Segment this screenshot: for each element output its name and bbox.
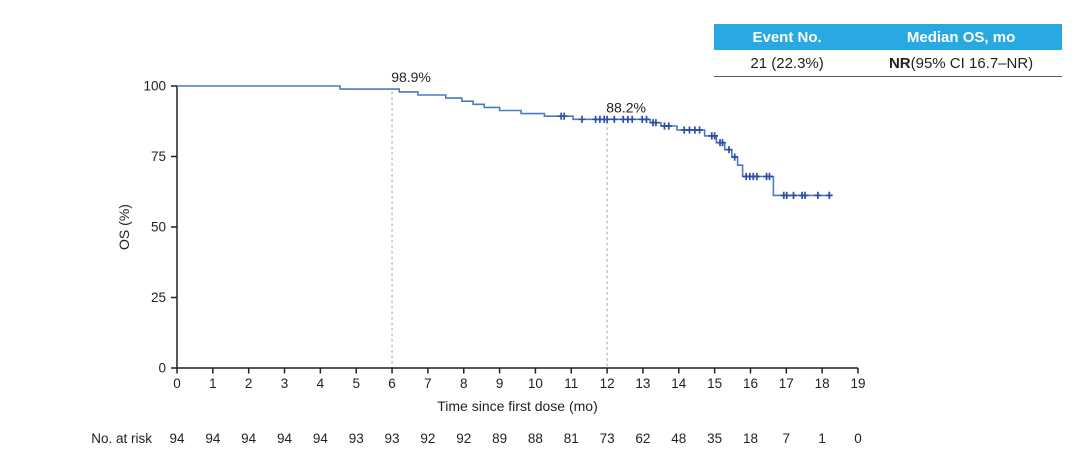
- censor-marks: [557, 112, 833, 199]
- risk-count: 94: [277, 431, 293, 446]
- x-tick-label: 5: [352, 376, 360, 391]
- y-axis-title: OS (%): [116, 204, 132, 250]
- censor-mark: [753, 172, 761, 181]
- x-tick-label: 12: [600, 376, 615, 391]
- censor-mark: [766, 172, 773, 181]
- censor-mark: [652, 119, 660, 127]
- x-tick-label: 17: [779, 376, 794, 391]
- x-tick-label: 11: [564, 376, 578, 391]
- censor-mark: [603, 115, 611, 123]
- censor-mark: [711, 132, 718, 140]
- x-tick-label: 14: [671, 376, 687, 391]
- risk-count: 18: [743, 431, 758, 446]
- event-no-value: 21 (22.3%): [750, 54, 824, 72]
- censor-mark: [814, 191, 822, 199]
- risk-count: 35: [707, 431, 722, 446]
- risk-count: 94: [205, 431, 221, 446]
- x-tick-label: 4: [317, 376, 325, 391]
- x-tick-label: 1: [209, 376, 217, 391]
- table-header-event-no: Event No.: [752, 28, 822, 46]
- censor-mark: [783, 191, 791, 199]
- risk-count: 48: [671, 431, 686, 446]
- km-curve: [177, 85, 833, 197]
- y-tick-label: 75: [151, 149, 166, 164]
- x-tick-label: 7: [424, 376, 432, 391]
- risk-count: 94: [313, 431, 329, 446]
- censor-mark: [790, 191, 797, 199]
- median-os-value: NR (95% CI 16.7–NR): [860, 50, 1062, 76]
- x-axis-title: Time since first dose (mo): [437, 398, 598, 414]
- censor-mark: [665, 122, 673, 130]
- x-tick-label: 2: [245, 376, 253, 391]
- censor-mark: [560, 112, 568, 120]
- risk-count: 62: [635, 431, 650, 446]
- y-tick-label: 0: [158, 361, 166, 376]
- os-summary-table: Event No. Median OS, mo 21 (22.3%) NR (9…: [714, 24, 1062, 77]
- risk-count: 73: [600, 431, 615, 446]
- y-tick-label: 100: [143, 79, 166, 94]
- median-os-ci: (95% CI 16.7–NR): [910, 54, 1034, 72]
- landmark-annotation: 98.9%: [391, 69, 431, 85]
- risk-count: 89: [492, 431, 507, 446]
- censor-mark: [696, 126, 703, 134]
- risk-count: 94: [241, 431, 257, 446]
- risk-count: 92: [420, 431, 435, 446]
- risk-count: 81: [564, 431, 579, 446]
- risk-count: 1: [818, 431, 826, 446]
- x-tick-label: 15: [707, 376, 722, 391]
- os-summary-table-row: 21 (22.3%) NR (95% CI 16.7–NR): [714, 50, 1062, 77]
- x-tick-label: 10: [528, 376, 543, 391]
- landmark-annotation: 88.2%: [606, 99, 646, 115]
- risk-count: 7: [783, 431, 791, 446]
- censor-mark: [643, 115, 650, 123]
- x-tick-label: 18: [815, 376, 830, 391]
- censor-mark: [801, 191, 809, 199]
- x-tick-label: 13: [635, 376, 650, 391]
- risk-count: 93: [349, 431, 364, 446]
- risk-count: 92: [456, 431, 471, 446]
- censor-mark: [731, 153, 739, 161]
- x-tick-label: 16: [743, 376, 758, 391]
- x-tick-label: 6: [388, 376, 396, 391]
- x-tick-label: 19: [850, 376, 865, 391]
- censor-mark: [825, 191, 833, 199]
- censor-mark: [628, 115, 636, 123]
- risk-count: 0: [854, 431, 862, 446]
- censor-mark: [610, 115, 618, 123]
- censor-mark: [578, 115, 586, 123]
- x-tick-label: 0: [173, 376, 181, 391]
- risk-count: 94: [169, 431, 185, 446]
- risk-table-label: No. at risk: [91, 431, 152, 446]
- x-tick-label: 3: [281, 376, 289, 391]
- x-tick-label: 9: [496, 376, 504, 391]
- axes: [176, 86, 858, 369]
- x-tick-label: 8: [460, 376, 468, 391]
- median-os-nr: NR: [888, 54, 911, 72]
- censor-mark: [725, 146, 733, 154]
- y-tick-label: 25: [151, 290, 166, 305]
- os-summary-table-header: Event No. Median OS, mo: [714, 24, 1062, 50]
- risk-count: 88: [528, 431, 543, 446]
- censor-mark: [719, 139, 726, 147]
- y-tick-label: 50: [151, 220, 166, 235]
- table-header-median-os: Median OS, mo: [906, 28, 1016, 46]
- risk-count: 93: [385, 431, 400, 446]
